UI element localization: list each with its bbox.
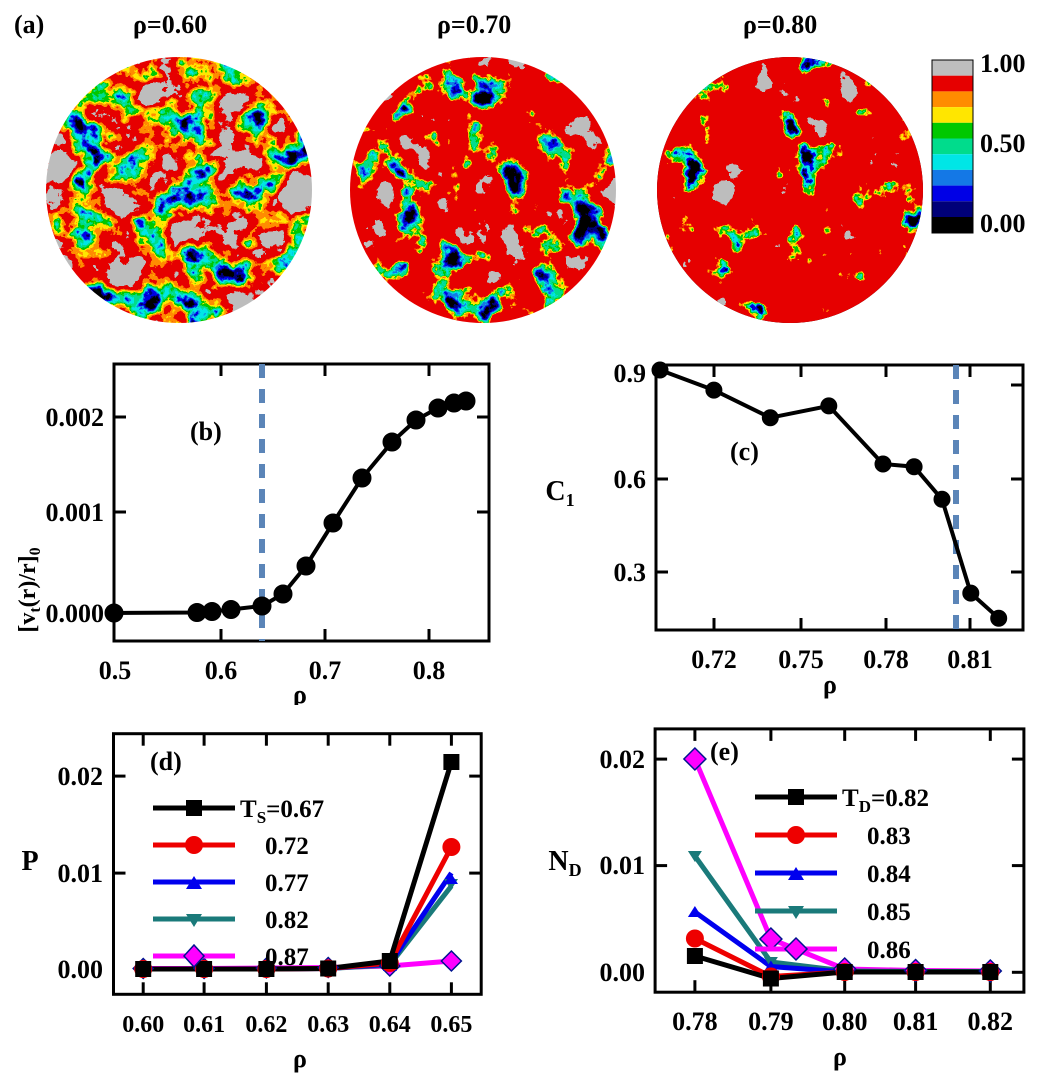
svg-text:0.50: 0.50 [980,129,1026,158]
svg-text:0.8: 0.8 [413,656,446,685]
svg-text:0.6: 0.6 [614,465,647,494]
svg-text:(c): (c) [730,437,759,466]
svg-text:0.75: 0.75 [778,645,824,674]
svg-text:0.81: 0.81 [947,645,993,674]
svg-text:0.000: 0.000 [46,599,105,628]
svg-text:0.87: 0.87 [265,944,309,971]
svg-text:0.83: 0.83 [867,823,911,850]
svg-text:0.82: 0.82 [968,1007,1014,1036]
svg-text:0.78: 0.78 [672,1007,718,1036]
svg-text:(e): (e) [710,737,739,766]
svg-text:0.001: 0.001 [46,498,105,527]
svg-text:0.6: 0.6 [205,656,238,685]
svg-text:0.61: 0.61 [183,1012,225,1038]
svg-text:0.79: 0.79 [748,1007,794,1036]
svg-text:(d): (d) [150,747,182,776]
svg-text:0.78: 0.78 [863,645,909,674]
svg-text:0.65: 0.65 [430,1012,472,1038]
svg-text:(b): (b) [190,417,222,446]
svg-text:0.72: 0.72 [691,645,737,674]
svg-text:0.81: 0.81 [893,1007,939,1036]
svg-text:0.01: 0.01 [58,859,104,888]
svg-text:0.60: 0.60 [122,1012,164,1038]
svg-text:0.84: 0.84 [867,861,911,888]
svg-text:0.9: 0.9 [614,360,647,388]
svg-text:0.3: 0.3 [614,558,647,587]
svg-text:0.02: 0.02 [600,745,646,774]
svg-text:0.00: 0.00 [58,955,104,984]
svg-text:0.63: 0.63 [307,1012,349,1038]
svg-text:ρ: ρ [823,670,837,699]
svg-text:0.01: 0.01 [600,851,646,880]
svg-text:0.86: 0.86 [867,937,911,964]
svg-text:TD=0.82: TD=0.82 [842,785,929,816]
svg-text:0.7: 0.7 [309,656,342,685]
svg-text:0.82: 0.82 [265,907,309,934]
svg-text:0.62: 0.62 [245,1012,287,1038]
svg-text:ρ: ρ [293,1044,307,1073]
svg-text:0.72: 0.72 [265,833,309,860]
svg-text:0.02: 0.02 [58,762,104,791]
svg-text:0.85: 0.85 [867,899,911,926]
svg-text:ND: ND [548,846,581,880]
svg-text:0.77: 0.77 [265,870,309,897]
svg-text:[vt(r)/r]0: [vt(r)/r]0 [15,547,44,632]
svg-text:0.00: 0.00 [980,209,1026,238]
svg-text:0.80: 0.80 [822,1007,868,1036]
svg-text:0.5: 0.5 [99,656,132,685]
svg-text:TS=0.67: TS=0.67 [240,796,324,827]
svg-text:0.64: 0.64 [369,1012,411,1038]
svg-text:0.00: 0.00 [600,958,646,987]
svg-text:C1: C1 [545,476,574,510]
svg-text:0.002: 0.002 [46,403,105,432]
svg-text:P: P [21,846,38,877]
svg-text:ρ: ρ [293,680,307,705]
svg-text:ρ: ρ [833,1042,847,1071]
svg-text:1.00: 1.00 [980,49,1026,78]
